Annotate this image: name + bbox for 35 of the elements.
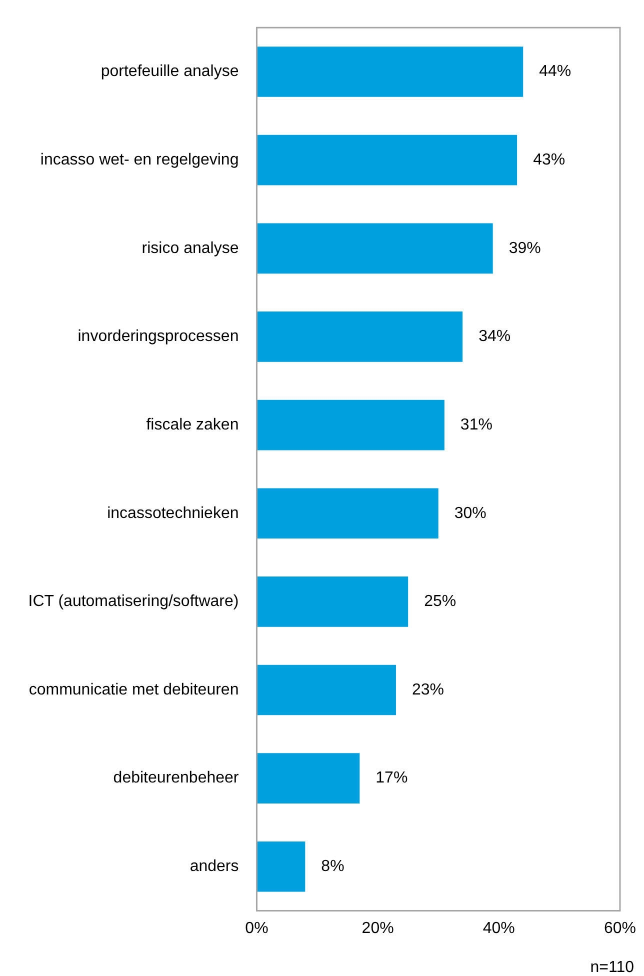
bar	[256, 312, 463, 362]
y-tick-label: debiteurenbeheer	[113, 770, 240, 787]
y-tick-label: incassotechnieken	[107, 504, 239, 522]
y-tick-label: incasso wet- en regelgeving	[40, 151, 239, 168]
bar	[256, 134, 518, 186]
bar	[256, 488, 438, 539]
y-tick-label: ICT (automatisering/software)	[28, 593, 239, 610]
y-tick-label: invorderingsprocessen	[78, 328, 239, 346]
data-label: 31%	[460, 416, 492, 434]
x-tick-label: 60%	[604, 920, 636, 937]
bar	[256, 664, 396, 716]
bar	[256, 576, 408, 627]
data-label: 25%	[424, 593, 456, 610]
bar	[256, 841, 306, 892]
y-tick-label: fiscale zaken	[146, 416, 239, 434]
y-tick-label: anders	[190, 858, 239, 876]
bar	[256, 46, 524, 97]
data-label: 39%	[508, 240, 541, 257]
data-label: 43%	[533, 151, 566, 168]
x-tick-label: 40%	[482, 920, 515, 937]
data-label: 8%	[321, 858, 344, 876]
x-tick-label: 0%	[245, 920, 268, 937]
bar	[256, 223, 493, 274]
data-label: 44%	[539, 63, 572, 80]
text: n=110	[590, 959, 634, 976]
data-label: 30%	[454, 504, 486, 522]
data-label: 34%	[478, 328, 511, 346]
bar	[256, 753, 360, 804]
y-tick-label: portefeuille analyse	[100, 63, 239, 80]
bar	[256, 400, 444, 450]
data-label: 17%	[376, 770, 408, 787]
y-tick-label: communicatie met debiteuren	[28, 681, 239, 698]
data-label: 23%	[412, 681, 444, 698]
y-tick-label: risico analyse	[142, 240, 239, 257]
x-tick-label: 20%	[362, 920, 394, 937]
